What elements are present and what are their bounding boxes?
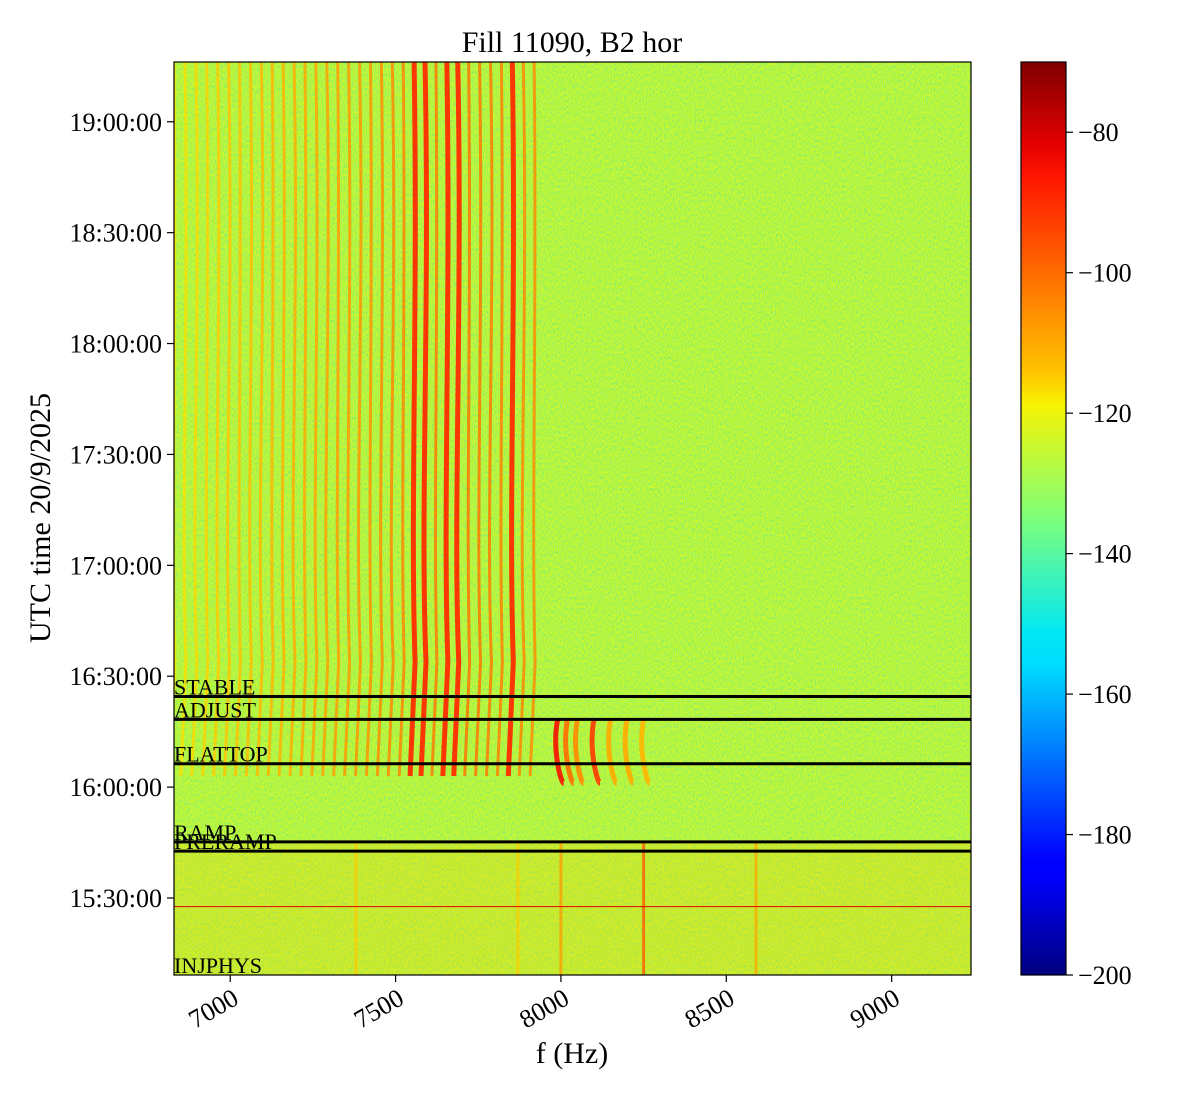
spectral-line bbox=[201, 62, 210, 777]
spectral-line bbox=[364, 62, 373, 777]
phase-marker-label: ADJUST bbox=[174, 697, 256, 722]
spectral-line bbox=[299, 62, 308, 777]
colorbar-tick-label: −80 bbox=[1078, 118, 1119, 147]
x-axis: 7000 7500 8000 8500 9000 bbox=[184, 975, 905, 1034]
spectral-lines-layer bbox=[174, 62, 971, 975]
colorbar-tick-label: −140 bbox=[1078, 540, 1132, 569]
x-tick-label: 8000 bbox=[514, 983, 574, 1034]
phase-marker-label: FLATTOP bbox=[174, 742, 268, 767]
plot-frame bbox=[173, 61, 972, 976]
phase-marker-label: INJPHYS bbox=[174, 953, 262, 978]
colorbar-tick-label: −100 bbox=[1078, 259, 1132, 288]
chart-title: Fill 11090, B2 hor bbox=[462, 26, 683, 59]
spectral-line bbox=[179, 62, 188, 777]
spectral-line bbox=[463, 62, 472, 777]
spectral-line bbox=[288, 62, 297, 777]
x-tick-label: 9000 bbox=[845, 983, 905, 1034]
spectral-line bbox=[474, 62, 483, 777]
spectral-line bbox=[517, 62, 527, 777]
x-axis-label: f (Hz) bbox=[536, 1037, 608, 1070]
plot-area bbox=[174, 62, 971, 975]
y-tick-label: 16:00:00 bbox=[70, 773, 162, 802]
spectral-line bbox=[233, 62, 242, 777]
spectral-line bbox=[277, 62, 286, 777]
y-axis-label: UTC time 20/9/2025 bbox=[24, 393, 57, 643]
spectral-line bbox=[321, 62, 330, 777]
spectral-line bbox=[451, 62, 462, 777]
spectral-line bbox=[310, 62, 319, 777]
y-tick-label: 18:00:00 bbox=[70, 330, 162, 359]
colorbar-gradient bbox=[1020, 61, 1067, 976]
spectral-line bbox=[418, 62, 429, 777]
phase-markers-layer bbox=[174, 695, 971, 853]
y-tick-label: 19:00:00 bbox=[70, 108, 162, 137]
phase-marker-label: RAMP bbox=[174, 820, 236, 845]
spectral-line bbox=[266, 62, 275, 777]
spectral-line bbox=[505, 62, 516, 777]
spectral-line bbox=[440, 62, 451, 777]
phase-marker-label: PRERAMP bbox=[174, 829, 277, 854]
spectral-line bbox=[495, 62, 504, 777]
spectral-line bbox=[354, 62, 363, 777]
colorbar-tick-label: −160 bbox=[1078, 680, 1132, 709]
spectral-line bbox=[386, 62, 396, 777]
y-axis: 19:00:00 18:30:00 18:00:00 17:30:00 17:00:00… bbox=[70, 108, 174, 913]
y-tick-label: 16:30:00 bbox=[70, 662, 162, 691]
x-tick-label: 8500 bbox=[680, 983, 740, 1034]
spectral-line bbox=[332, 62, 341, 777]
colorbar-ticks: −80 −100 −120 −140 −160 −180 −200 bbox=[1066, 118, 1132, 990]
spectral-line bbox=[223, 62, 232, 777]
y-tick-label: 15:30:00 bbox=[70, 884, 162, 913]
spectral-line bbox=[343, 62, 352, 777]
colorbar: −80 −100 −120 −140 −160 −180 −200 bbox=[1020, 61, 1132, 990]
x-tick-label: 7500 bbox=[349, 983, 409, 1034]
spectral-line bbox=[430, 62, 439, 777]
y-tick-label: 17:00:00 bbox=[70, 551, 162, 580]
spectral-line bbox=[397, 62, 406, 777]
spectral-line bbox=[255, 62, 265, 777]
colorbar-tick-label: −180 bbox=[1078, 821, 1132, 850]
x-tick-label: 7000 bbox=[184, 983, 244, 1034]
preramp-band bbox=[174, 841, 971, 975]
spectral-line bbox=[190, 62, 199, 777]
colorbar-tick-label: −200 bbox=[1078, 961, 1132, 990]
spectral-line bbox=[484, 62, 494, 777]
phase-marker-label: STABLE bbox=[174, 675, 255, 700]
spectral-line bbox=[407, 62, 418, 777]
spectral-line bbox=[375, 62, 385, 777]
y-tick-label: 17:30:00 bbox=[70, 440, 162, 469]
y-tick-label: 18:30:00 bbox=[70, 219, 162, 248]
colorbar-tick-label: −120 bbox=[1078, 399, 1132, 428]
spectral-line bbox=[244, 62, 254, 777]
spectral-line bbox=[528, 62, 537, 777]
spectral-line bbox=[212, 62, 221, 777]
